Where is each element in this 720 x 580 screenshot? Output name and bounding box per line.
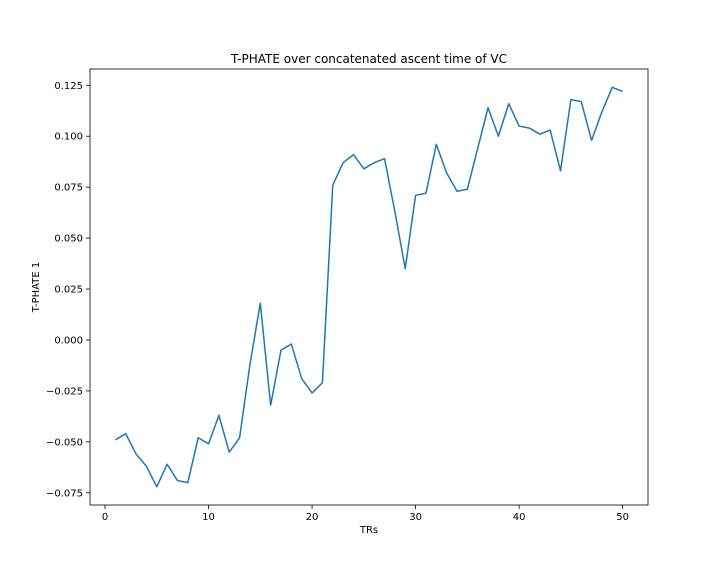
- y-tick-label: 0.125: [54, 81, 83, 92]
- y-tick-label: 0.075: [54, 183, 83, 194]
- plot-area: [114, 86, 623, 488]
- y-axis-label: T-PHATE 1: [31, 262, 42, 313]
- x-axis-label: TRs: [359, 525, 378, 536]
- y-tick-label: 0.100: [54, 132, 83, 143]
- x-tick-label: 40: [513, 512, 526, 523]
- y-tick-label: −0.075: [46, 488, 83, 499]
- y-tick-label: 0.050: [54, 234, 83, 245]
- chart-title: T-PHATE over concatenated ascent time of…: [230, 52, 507, 66]
- x-tick-label: 20: [306, 512, 319, 523]
- series-line: [114, 86, 623, 488]
- y-tick-label: 0.000: [54, 335, 83, 346]
- x-tick-label: 10: [202, 512, 215, 523]
- x-axis-ticks: 0 10 20 30 40 50: [102, 505, 629, 523]
- y-tick-label: −0.050: [46, 437, 83, 448]
- y-tick-label: −0.025: [46, 386, 83, 397]
- x-tick-label: 0: [102, 512, 108, 523]
- plot-frame: [89, 68, 649, 506]
- y-axis-ticks: −0.075 −0.050 −0.025 0.000 0.025 0.050 0.075 0.…: [46, 81, 90, 499]
- y-tick-label: 0.025: [54, 285, 83, 296]
- x-tick-label: 50: [616, 512, 629, 523]
- x-tick-label: 30: [409, 512, 422, 523]
